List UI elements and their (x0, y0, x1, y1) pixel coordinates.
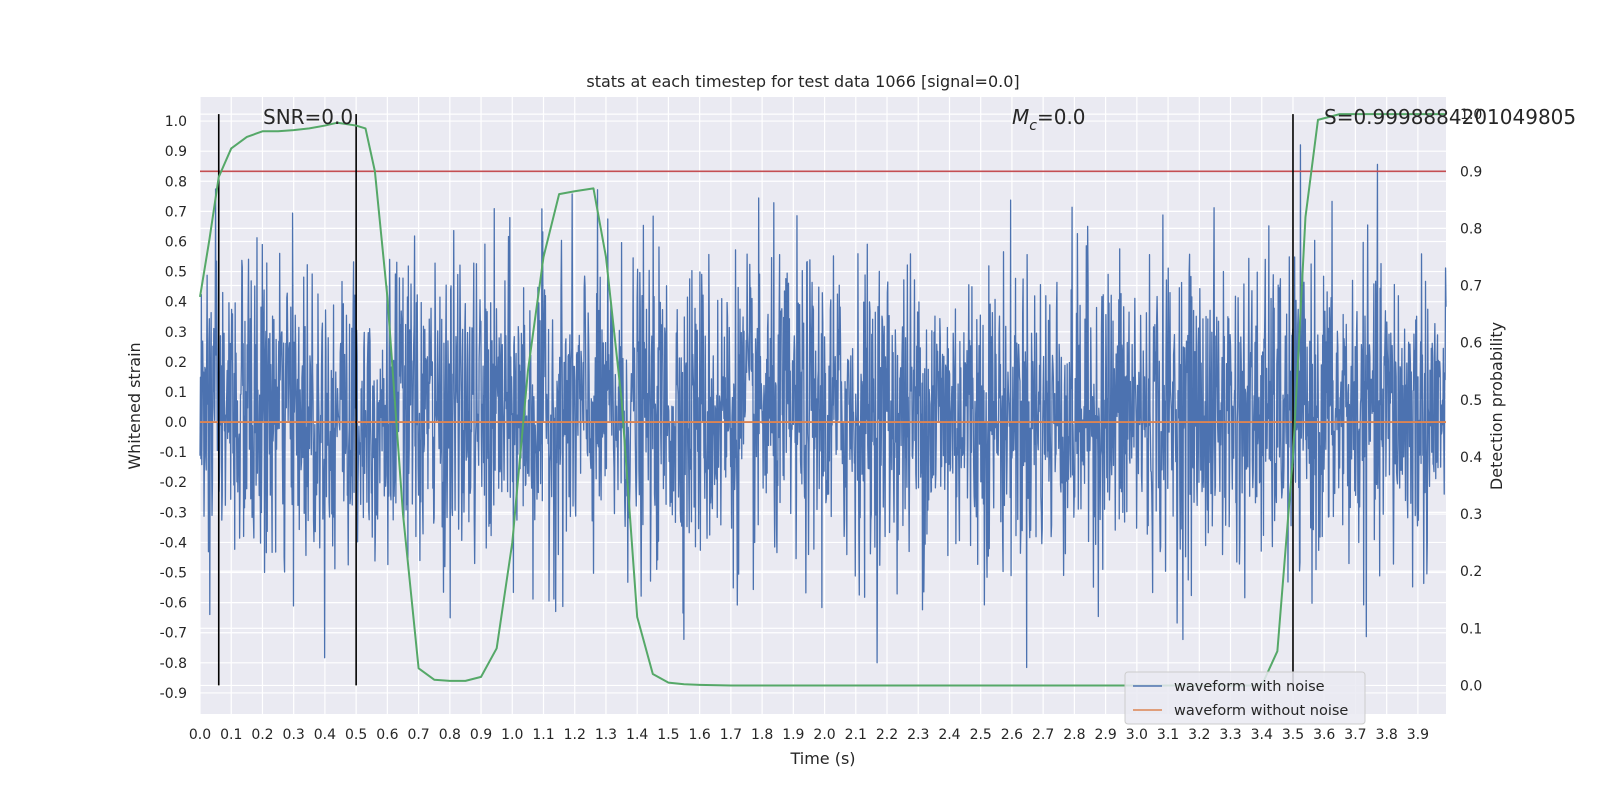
x-tick-label-22: 2.2 (876, 727, 898, 743)
x-tick-label-11: 1.1 (532, 727, 554, 743)
y-tick-label-17: -0.7 (160, 626, 187, 642)
y-tick-label-12: -0.2 (160, 475, 187, 491)
mc-symbol: M (1012, 105, 1029, 129)
legend-label-waveform-with-noise: waveform with noise (1174, 679, 1325, 695)
x-tick-label-15: 1.5 (657, 727, 679, 743)
x-tick-label-0: 0.0 (189, 727, 211, 743)
y-tick-label-9: 0.1 (165, 385, 187, 401)
y-tick-label-10: 0.0 (165, 415, 187, 431)
y2-tick-label-2: 0.8 (1460, 221, 1482, 237)
y-tick-label-7: 0.3 (165, 325, 187, 341)
x-tick-label-1: 0.1 (220, 727, 242, 743)
x-tick-label-26: 2.6 (1001, 727, 1023, 743)
x-tick-label-30: 3.0 (1126, 727, 1148, 743)
x-axis-tick-labels: 0.0 0.1 0.2 0.3 0.4 0.5 0.6 0.7 0.8 0.9 1.0 1.1 1.2 1… (189, 727, 1429, 743)
legend-box (1124, 671, 1366, 725)
y-tick-label-6: 0.4 (165, 295, 187, 311)
y2-tick-label-9: 0.1 (1460, 621, 1482, 637)
waveform-with-noise-series (199, 144, 1447, 669)
y-tick-label-14: -0.4 (160, 535, 187, 551)
x-tick-label-21: 2.1 (845, 727, 867, 743)
x-tick-label-2: 0.2 (251, 727, 273, 743)
y2-tick-label-5: 0.5 (1460, 393, 1482, 409)
s-annotation: S=0.9998884201049805 (1324, 105, 1576, 129)
y2-tick-label-1: 0.9 (1460, 164, 1482, 180)
y-tick-label-2: 0.8 (165, 174, 187, 190)
waveform-with-noise-line (199, 144, 1447, 669)
x-tick-label-38: 3.8 (1376, 727, 1398, 743)
x-tick-label-32: 3.2 (1188, 727, 1210, 743)
y-axis-tick-labels: 1.0 0.9 0.8 0.7 0.6 0.5 0.4 0.3 0.2 0.1 0.0 -0.1 -0.… (160, 114, 187, 702)
x-tick-label-23: 2.3 (907, 727, 929, 743)
chart-title: stats at each timestep for test data 106… (586, 72, 1019, 91)
y-tick-label-11: -0.1 (160, 445, 187, 461)
mc-subscript: c (1029, 118, 1037, 134)
y-tick-label-15: -0.5 (160, 566, 187, 582)
y2-tick-label-4: 0.6 (1460, 336, 1482, 352)
y-tick-label-16: -0.6 (160, 596, 187, 612)
y-tick-label-13: -0.3 (160, 505, 187, 521)
x-tick-label-25: 2.5 (970, 727, 992, 743)
x-tick-label-7: 0.7 (407, 727, 429, 743)
x-tick-label-13: 1.3 (595, 727, 617, 743)
x-tick-label-16: 1.6 (689, 727, 711, 743)
y2-tick-label-0: 1.0 (1460, 107, 1482, 123)
y-tick-label-4: 0.6 (165, 234, 187, 250)
y-tick-label-3: 0.7 (165, 204, 187, 220)
y2-tick-label-3: 0.7 (1460, 279, 1482, 295)
x-tick-label-34: 3.4 (1251, 727, 1273, 743)
x-tick-label-31: 3.1 (1157, 727, 1179, 743)
y-axis-label: Whitened strain (125, 342, 144, 469)
x-tick-label-19: 1.9 (782, 727, 804, 743)
y-tick-label-19: -0.9 (160, 686, 187, 702)
y-tick-label-1: 0.9 (165, 144, 187, 160)
x-tick-label-12: 1.2 (564, 727, 586, 743)
x-tick-label-17: 1.7 (720, 727, 742, 743)
x-tick-label-35: 3.5 (1282, 727, 1304, 743)
y-tick-label-0: 1.0 (165, 114, 187, 130)
y-tick-label-5: 0.5 (165, 265, 187, 281)
x-tick-label-24: 2.4 (938, 727, 960, 743)
y2-tick-label-10: 0.0 (1460, 678, 1482, 694)
legend: waveform with noise waveform without noi… (1124, 671, 1366, 725)
x-tick-label-5: 0.5 (345, 727, 367, 743)
x-tick-label-3: 0.3 (283, 727, 305, 743)
x-tick-label-4: 0.4 (314, 727, 336, 743)
x-tick-label-36: 3.6 (1313, 727, 1335, 743)
y2-tick-label-8: 0.2 (1460, 564, 1482, 580)
snr-annotation: SNR=0.0 (263, 105, 353, 129)
y2-tick-label-6: 0.4 (1460, 450, 1482, 466)
x-tick-label-37: 3.7 (1344, 727, 1366, 743)
x-tick-label-33: 3.3 (1219, 727, 1241, 743)
x-tick-label-27: 2.7 (1032, 727, 1054, 743)
legend-label-waveform-without-noise: waveform without noise (1174, 703, 1348, 719)
x-tick-label-9: 0.9 (470, 727, 492, 743)
mc-annotation: Mc=0.0 (1012, 105, 1086, 134)
x-tick-label-18: 1.8 (751, 727, 773, 743)
x-tick-label-10: 1.0 (501, 727, 523, 743)
y2-tick-label-7: 0.3 (1460, 507, 1482, 523)
y2-axis-tick-labels: 1.0 0.9 0.8 0.7 0.6 0.5 0.4 0.3 0.2 0.1 0.0 (1460, 107, 1482, 694)
x-tick-label-39: 3.9 (1407, 727, 1429, 743)
x-tick-label-28: 2.8 (1063, 727, 1085, 743)
x-tick-label-29: 2.9 (1094, 727, 1116, 743)
x-tick-label-20: 2.0 (813, 727, 835, 743)
y-tick-label-8: 0.2 (165, 355, 187, 371)
x-tick-label-14: 1.4 (626, 727, 648, 743)
x-tick-label-8: 0.8 (439, 727, 461, 743)
x-tick-label-6: 0.6 (376, 727, 398, 743)
y2-axis-label: Detection probability (1487, 322, 1506, 490)
mc-value: =0.0 (1037, 105, 1086, 129)
y-tick-label-18: -0.8 (160, 656, 187, 672)
x-axis-label: Time (s) (789, 749, 855, 768)
